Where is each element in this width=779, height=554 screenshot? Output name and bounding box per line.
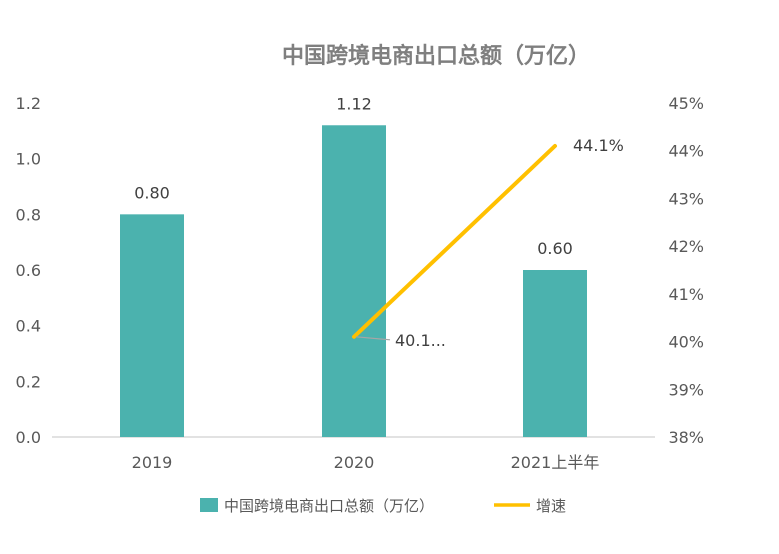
line-data-label: 40.1... [395, 331, 446, 350]
left-tick-label: 0.2 [16, 372, 41, 391]
growth-line [352, 143, 557, 339]
bar [523, 270, 587, 437]
legend-bar-swatch [200, 498, 218, 512]
x-tick-label: 2021上半年 [511, 453, 600, 472]
right-tick-label: 41% [668, 285, 704, 304]
bar-series: 0.80 1.12 0.60 [120, 94, 587, 438]
right-tick-label: 39% [668, 380, 704, 399]
left-tick-label: 0.8 [16, 205, 41, 224]
right-axis: 38% 39% 40% 41% 42% 43% 44% 45% [668, 94, 704, 447]
x-tick-label: 2019 [132, 453, 173, 472]
legend: 中国跨境电商出口总额（万亿） 增速 [200, 497, 566, 515]
legend-bar-label: 中国跨境电商出口总额（万亿） [224, 497, 434, 515]
left-tick-label: 0.6 [16, 261, 41, 280]
line-data-label: 44.1% [573, 136, 624, 155]
right-tick-label: 42% [668, 237, 704, 256]
x-axis: 2019 2020 2021上半年 [132, 453, 600, 472]
right-tick-label: 44% [668, 142, 704, 161]
bar [120, 214, 184, 437]
right-tick-label: 43% [668, 189, 704, 208]
right-tick-label: 45% [668, 94, 704, 113]
bar-data-label: 1.12 [336, 94, 372, 113]
line-series: 40.1... 44.1% [352, 136, 624, 350]
right-tick-label: 38% [668, 428, 704, 447]
left-tick-label: 1.2 [16, 94, 41, 113]
x-tick-label: 2020 [334, 453, 375, 472]
left-tick-label: 0.0 [16, 428, 41, 447]
bar-data-label: 0.80 [134, 183, 170, 202]
left-tick-label: 0.4 [16, 317, 41, 336]
bar [322, 125, 386, 438]
chart-title: 中国跨境电商出口总额（万亿） [282, 43, 590, 69]
right-tick-label: 40% [668, 333, 704, 352]
legend-line-label: 增速 [536, 497, 566, 515]
left-tick-label: 1.0 [16, 150, 41, 169]
bar-data-label: 0.60 [537, 239, 573, 258]
left-axis: 0.0 0.2 0.4 0.6 0.8 1.0 1.2 [16, 94, 41, 447]
leader-line [355, 336, 391, 341]
